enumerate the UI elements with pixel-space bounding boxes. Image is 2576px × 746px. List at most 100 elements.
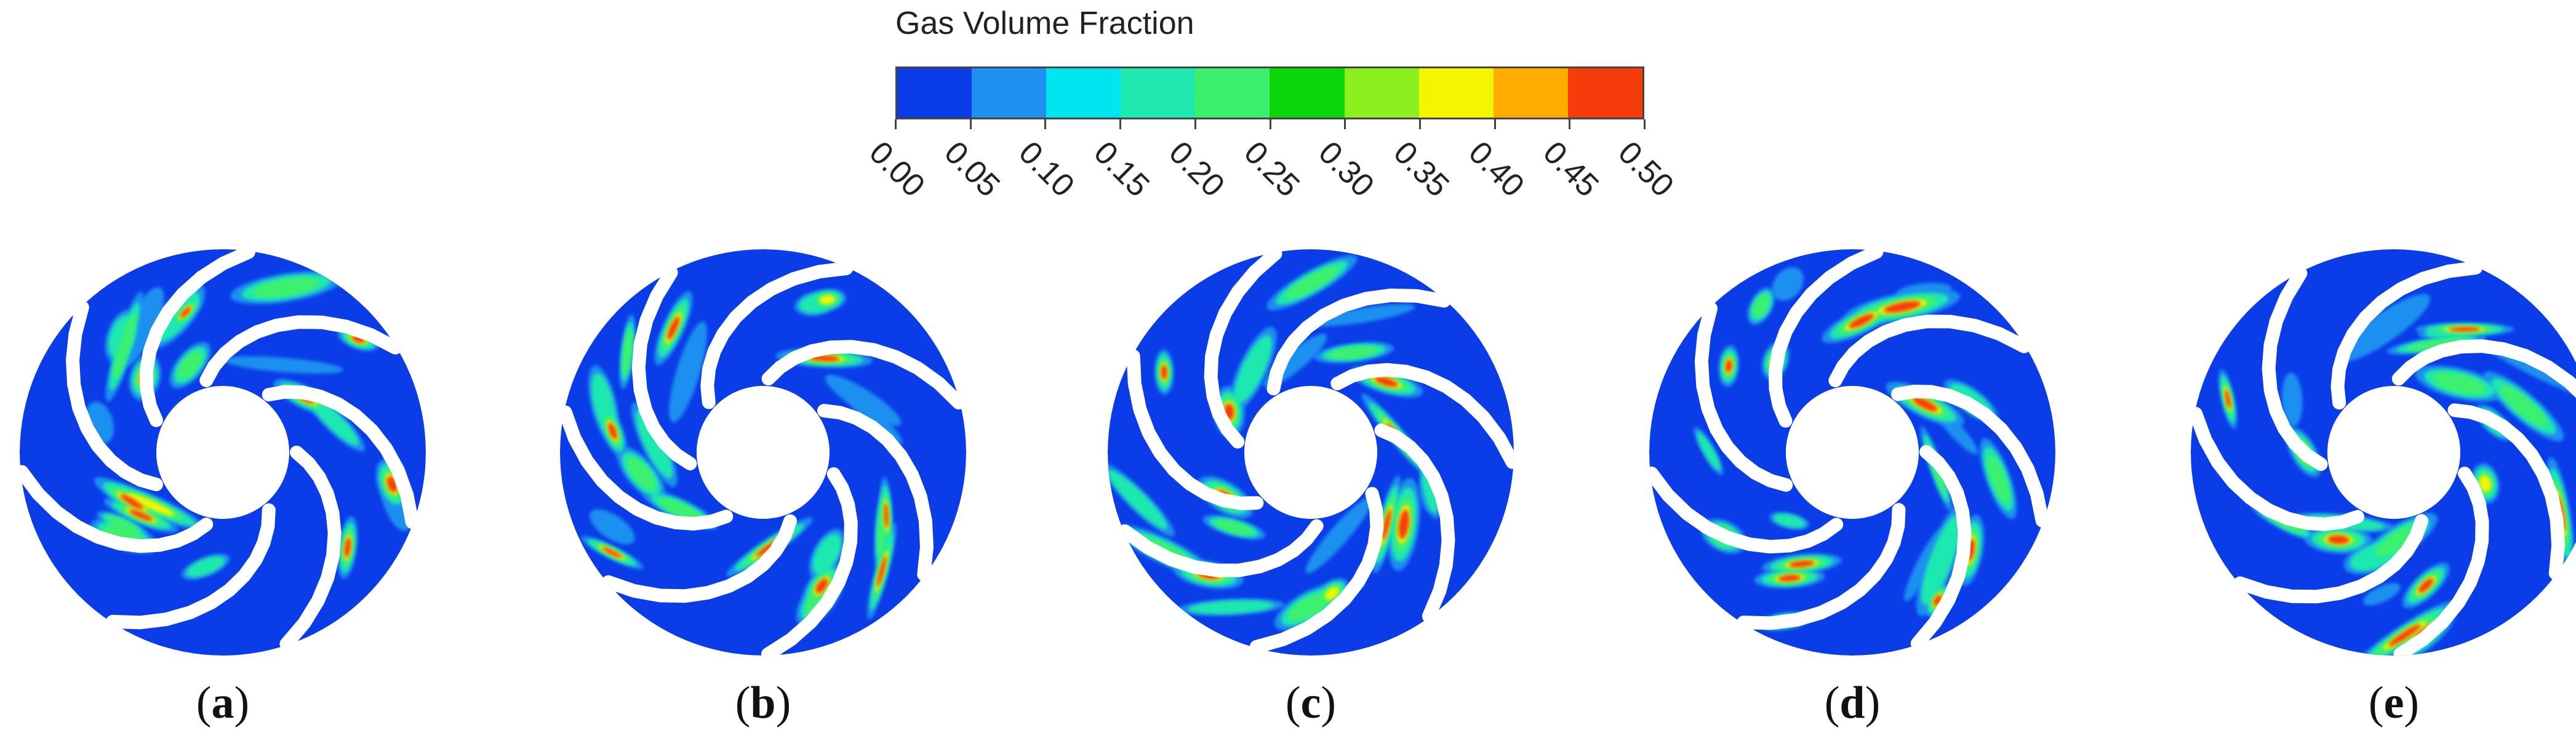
colorbar-tick-label: 0.15 <box>1087 134 1156 204</box>
gas-patch <box>1382 508 1391 540</box>
gas-patch <box>1324 587 1339 600</box>
impeller-blade <box>1828 315 2031 388</box>
gas-patch <box>658 498 703 522</box>
colorbar-cell <box>972 68 1047 118</box>
gas-patch <box>1697 431 1721 471</box>
colorbar-tick-label: 0.20 <box>1162 134 1231 204</box>
gas-patch <box>1753 294 1770 318</box>
gas-patch <box>1234 335 1272 404</box>
gas-patch <box>1772 267 1804 301</box>
colorbar-tick-mark <box>1269 119 1271 129</box>
gas-patch <box>310 397 359 446</box>
gas-patch <box>2327 535 2350 544</box>
impeller-blade <box>1737 503 1906 630</box>
panel-label-d: (d) <box>1824 678 1881 728</box>
impeller-contour-b <box>559 249 966 656</box>
gas-patch <box>2363 583 2401 606</box>
impeller-contour-c <box>1107 249 1514 656</box>
colorbar-tick-label: 0.45 <box>1536 134 1606 204</box>
colorbar-ticks: 0.00 0.05 0.10 0.15 0.20 0.25 0.30 0.35 0.40 0.45… <box>862 119 1681 204</box>
legend-title: Gas Volume Fraction <box>895 6 1194 41</box>
panel-label-b: (b) <box>735 678 791 728</box>
gas-patch <box>636 410 673 479</box>
colorbar-tick-mark <box>1044 119 1047 129</box>
colorbar-cell <box>1195 68 1270 118</box>
impeller-blade <box>2330 261 2482 410</box>
gas-patch <box>2479 475 2492 492</box>
gas-patch <box>2388 624 2421 646</box>
impeller-contour-e <box>2190 249 2576 656</box>
impeller-blade <box>601 514 798 603</box>
impeller-blade <box>1891 384 2049 527</box>
gas-patch <box>2406 338 2467 351</box>
panel-label-a: (a) <box>196 678 250 728</box>
colorbar-tick-label: 0.40 <box>1461 134 1531 204</box>
gas-patch <box>1288 593 1330 621</box>
impeller-blade <box>19 465 214 553</box>
gas-patch <box>667 316 680 340</box>
impeller-blade <box>1249 487 1384 654</box>
impeller-blade <box>2233 514 2428 604</box>
impeller-contour-a <box>19 249 426 656</box>
gas-patch <box>2433 372 2486 395</box>
impeller-blade <box>1204 249 1282 449</box>
disk-content <box>19 249 426 656</box>
colorbar-tick-label: 0.10 <box>1012 134 1082 204</box>
colorbar-tick-label: 0.25 <box>1236 134 1306 204</box>
impeller-blade <box>700 262 854 409</box>
colorbar-tick-mark <box>1569 119 1571 129</box>
disk-content <box>2190 249 2576 656</box>
impeller-blade <box>279 446 342 651</box>
gas-patch <box>1921 515 1961 605</box>
colorbar-tick-mark <box>1644 119 1646 129</box>
gas-patch <box>113 313 136 380</box>
colorbar-tick-mark <box>1418 119 1421 129</box>
impeller-blade <box>1694 302 1793 492</box>
gas-patch <box>177 351 203 379</box>
disk-content <box>559 249 966 656</box>
gas-patch <box>2375 524 2422 558</box>
impeller-blade <box>2190 407 2364 531</box>
gas-patch <box>608 422 617 439</box>
gas-patch <box>129 510 153 521</box>
impeller-blade <box>1126 349 1264 510</box>
gas-patch <box>2225 389 2231 409</box>
impeller-blade <box>2391 339 2576 408</box>
impeller-blade <box>65 300 163 492</box>
impeller-blade <box>1266 288 1451 396</box>
impeller-blade <box>1118 519 1324 577</box>
gas-patch <box>252 278 319 298</box>
gas-patch <box>2418 578 2434 593</box>
gas-patch <box>1849 314 1874 329</box>
colorbar-tick-mark <box>1344 119 1346 129</box>
colorbar-cell <box>1493 68 1568 118</box>
impeller-contour-d <box>1649 249 2055 656</box>
gas-patch <box>884 503 889 528</box>
gas-patch <box>877 503 886 557</box>
gas-patch <box>2337 294 2431 363</box>
gas-patch <box>1778 574 1801 582</box>
gas-patch <box>120 494 144 510</box>
gas-patch <box>186 556 225 577</box>
gas-patch <box>1305 496 1374 574</box>
gas-patch <box>1310 304 1415 327</box>
gas-patch <box>1934 595 1942 606</box>
colorbar-cell <box>1418 68 1494 118</box>
gas-patch <box>1726 359 1732 373</box>
gas-patch <box>2449 327 2481 332</box>
panel-label-c: (c) <box>1285 678 1337 728</box>
gas-patch <box>622 329 633 374</box>
colorbar-tick-mark <box>969 119 972 129</box>
impeller-blade <box>1330 363 1514 469</box>
impeller-blade <box>1374 423 1455 623</box>
colorbar-tick-label: 0.00 <box>862 134 932 204</box>
impeller-blade <box>761 467 858 656</box>
gas-patch <box>223 356 344 374</box>
gas-patch <box>1188 600 1274 614</box>
colorbar-cell <box>1046 68 1121 118</box>
impeller-blade <box>106 503 276 630</box>
gas-patch <box>1884 301 1921 313</box>
impeller-blade <box>559 405 734 531</box>
impeller-blade <box>631 266 697 471</box>
gas-patch <box>1773 513 1806 528</box>
